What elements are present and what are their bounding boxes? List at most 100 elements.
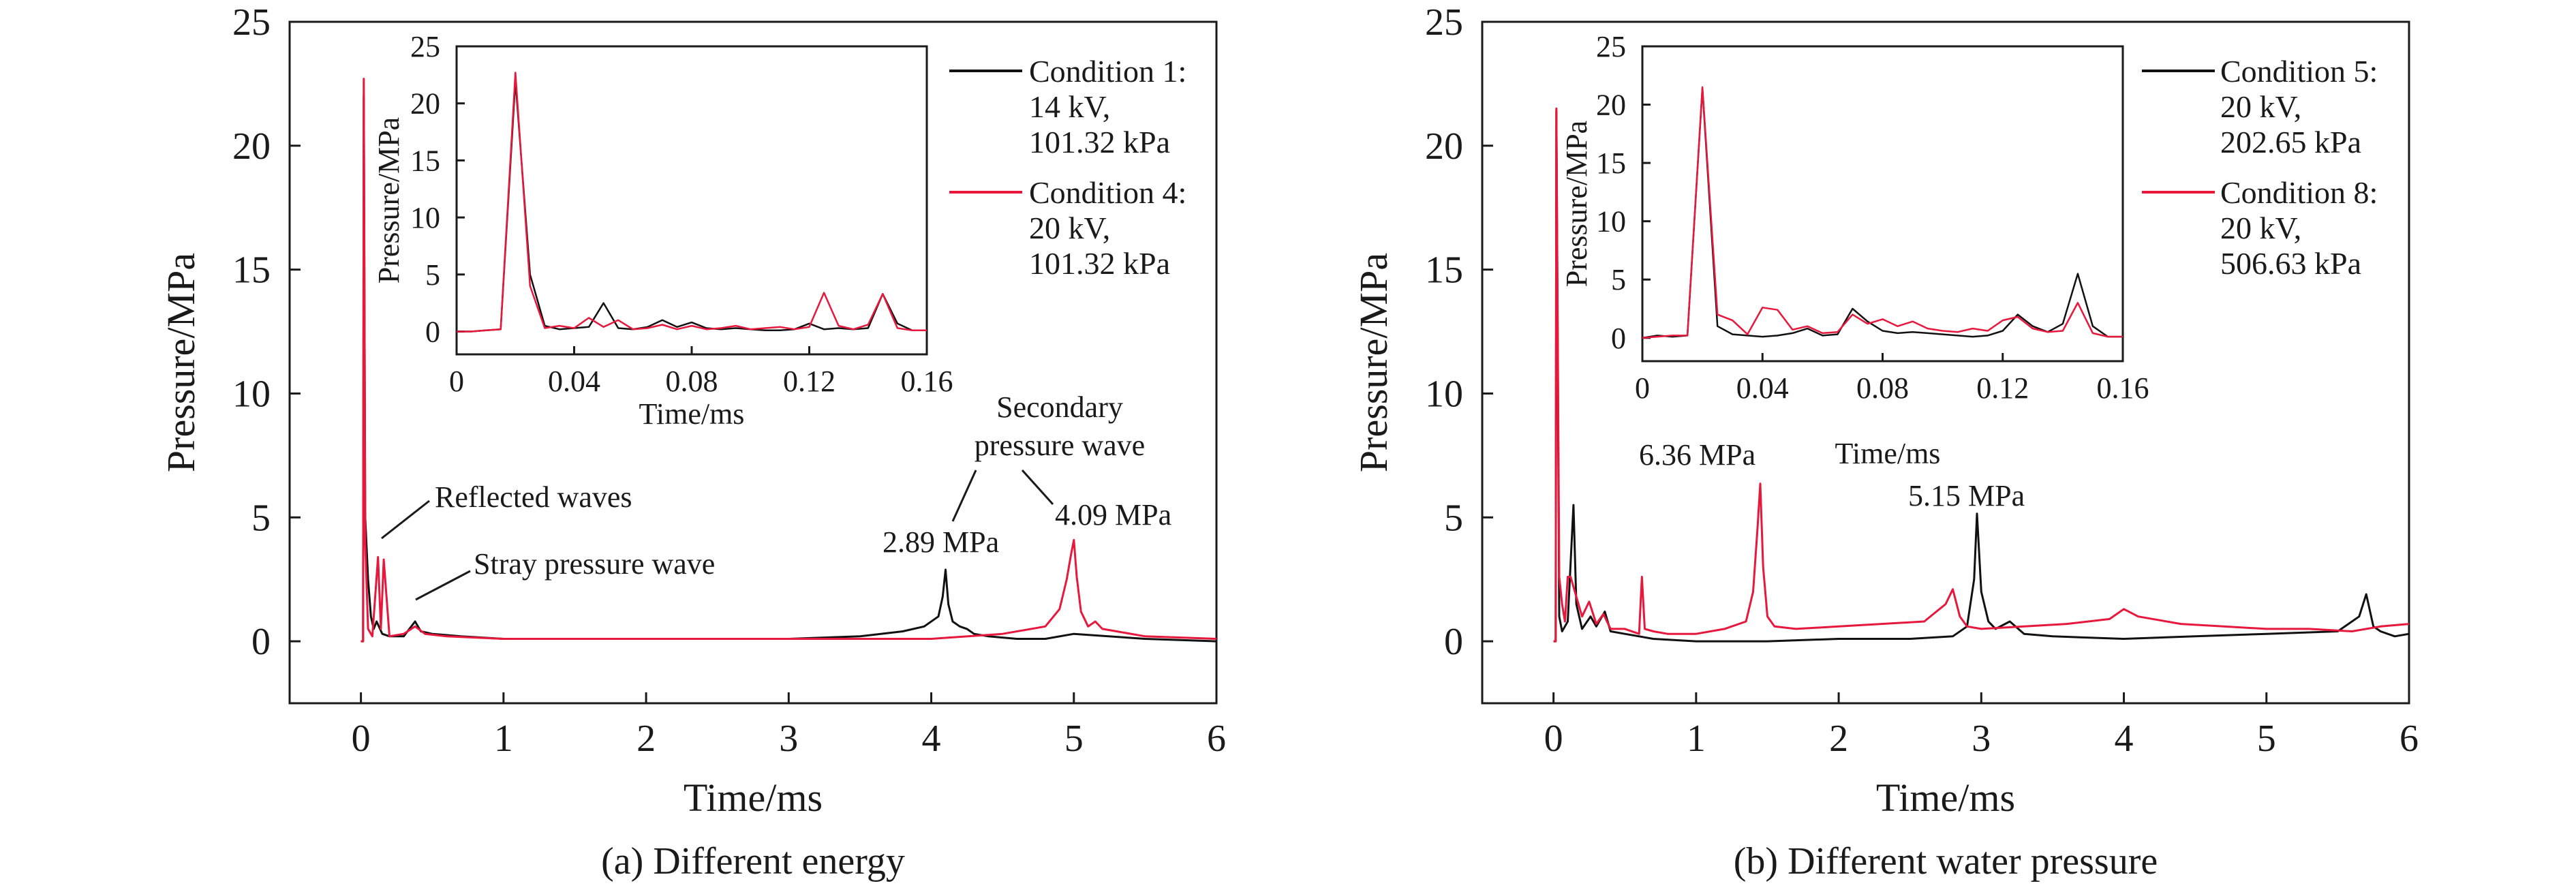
panel-a-plot-area: [361, 78, 1217, 643]
panel-a-inset-y-tick-label: 10: [410, 201, 440, 234]
annotation-6-36-mpa: 6.36 MPa: [1639, 438, 1755, 472]
panel-a-y-axis-title: Pressure/MPa: [159, 253, 203, 472]
legend-label-condition-8-line-2: 20 kV,: [2220, 211, 2301, 245]
annotation-reflected-waves: Reflected waves: [435, 480, 632, 514]
panel-b-inset-x-tick-label: 0: [1635, 371, 1650, 405]
panel-a-x-tick-label: 4: [922, 718, 941, 760]
panel-a-inset-x-tick-label: 0.08: [666, 365, 718, 398]
panel-b-inset-y-tick-label: 10: [1596, 205, 1626, 239]
panel-a-inset-series-2-line: [457, 72, 927, 333]
panel-a-x-tick-label: 6: [1207, 718, 1226, 760]
panel-b-plot-area: [1553, 107, 2410, 643]
panel-b-inset-y-tick-label: 15: [1596, 147, 1626, 180]
legend-label-condition-1-line-1: Condition 1:: [1029, 54, 1186, 89]
panel-a-inset-y-tick-label: 25: [410, 30, 440, 63]
panel-b-inset-x-ticks: 0 0.04 0.08 0.12 0.16: [1635, 353, 2149, 405]
panel-b-legend: Condition 5: 20 kV, 202.65 kPa Condition…: [2142, 54, 2378, 281]
legend-label-condition-1-line-3: 101.32 kPa: [1029, 125, 1170, 159]
panel-b-y-tick-label: 25: [1425, 1, 1463, 44]
stray-pressure-wave-leader: [415, 570, 471, 601]
panel-b-y-tick-label: 15: [1425, 249, 1463, 292]
panel-a-y-tick-label: 5: [251, 497, 271, 539]
panel-b-annotations: 6.36 MPa 5.15 MPa: [1639, 438, 2025, 512]
panel-b-inset-x-tick-label: 0.12: [1976, 371, 2029, 405]
panel-b-inset-x-axis-title: Time/ms: [1835, 437, 1941, 470]
secondary-wave-leader-left: [951, 470, 977, 522]
panel-a-x-tick-label: 0: [352, 718, 371, 760]
panel-a-inset-y-tick-label: 15: [410, 144, 440, 177]
panel-b-y-ticks: 0 5 10 15 20 25: [1425, 1, 1493, 663]
panel-a-frame: [288, 20, 1218, 705]
panel-a-x-tick-label: 2: [637, 718, 656, 760]
annotation-secondary-line-2: pressure wave: [975, 429, 1145, 462]
annotation-4-09-mpa: 4.09 MPa: [1055, 498, 1171, 532]
panel-b-series-2-line: [1553, 107, 2410, 643]
panel-a-x-tick-label: 1: [494, 718, 513, 760]
panel-b-x-tick-label: 1: [1687, 718, 1706, 760]
panel-b-x-axis-title: Time/ms: [1876, 775, 2015, 820]
legend-label-condition-4-line-2: 20 kV,: [1029, 211, 1110, 245]
panel-a-inset-x-tick-label: 0.12: [783, 365, 835, 398]
panel-a-inset-y-tick-label: 0: [425, 316, 440, 349]
panel-b-inset-y-ticks: 0 5 10 15 20 25: [1596, 30, 1651, 355]
panel-a-inset-y-tick-label: 20: [410, 87, 440, 121]
panel-b-inset-series-2-line: [1642, 86, 2123, 339]
panel-a-annotations: Reflected waves Stray pressure wave 2.89…: [381, 390, 1171, 601]
panel-b-inset: 0 0.04 0.08 0.12 0.16 0 5 10 15 20 25 Time/ms Pre…: [1560, 30, 2149, 470]
annotation-stray-pressure-wave: Stray pressure wave: [474, 547, 715, 581]
panel-b-y-tick-label: 5: [1444, 497, 1463, 539]
panel-a-inset-x-tick-label: 0: [449, 365, 464, 398]
legend-label-condition-5-line-3: 202.65 kPa: [2220, 125, 2361, 159]
panel-b-y-axis-title: Pressure/MPa: [1351, 253, 1396, 472]
legend-label-condition-5-line-1: Condition 5:: [2220, 54, 2378, 89]
panel-a-caption: (a) Different energy: [601, 840, 905, 882]
panel-b-series-1-line: [1553, 110, 2410, 643]
panel-a-inset-x-tick-label: 0.04: [548, 365, 600, 398]
panel-a-inset-series-1-line: [457, 79, 927, 333]
panel-a-x-tick-label: 5: [1064, 718, 1084, 760]
panel-a-inset-y-ticks: 0 5 10 15 20 25: [410, 30, 465, 349]
panel-a-inset-plot-area: [457, 72, 927, 333]
panel-b-y-tick-label: 0: [1444, 621, 1463, 663]
panel-b-x-tick-label: 2: [1829, 718, 1848, 760]
panel-b-x-tick-label: 5: [2257, 718, 2276, 760]
panel-b-inset-y-tick-label: 20: [1596, 89, 1626, 122]
panel-a-y-tick-label: 20: [232, 125, 271, 168]
panel-b-x-tick-label: 0: [1544, 718, 1563, 760]
panel-b-x-tick-label: 6: [2399, 718, 2419, 760]
panel-b-x-tick-label: 3: [1972, 718, 1991, 760]
reflected-waves-leader: [381, 499, 430, 540]
panel-a-series-2-line: [361, 78, 1217, 643]
panel-b-caption: (b) Different water pressure: [1734, 840, 2158, 882]
panel-b-inset-y-tick-label: 0: [1611, 322, 1626, 355]
legend-label-condition-1-line-2: 14 kV,: [1029, 89, 1110, 124]
panel-a-inset-y-axis-title: Pressure/MPa: [372, 117, 405, 283]
panel-b-x-ticks: 0 1 2 3 4 5 6: [1544, 692, 2419, 760]
panel-a-inset-x-axis-title: Time/ms: [639, 397, 745, 431]
panel-a-y-tick-label: 0: [251, 621, 271, 663]
panel-b-inset-x-tick-label: 0.16: [2097, 371, 2149, 405]
panel-b-inset-y-tick-label: 5: [1611, 263, 1626, 296]
panel-a-y-tick-label: 10: [232, 373, 271, 415]
panel-a-y-ticks: 0 5 10 15 20 25: [232, 1, 301, 663]
panel-b-x-tick-label: 4: [2115, 718, 2134, 760]
panel-b-inset-series-1-line: [1642, 87, 2123, 339]
panel-a-x-axis-title: Time/ms: [684, 775, 823, 820]
annotation-2-89-mpa: 2.89 MPa: [883, 525, 999, 559]
legend-label-condition-4-line-3: 101.32 kPa: [1029, 246, 1170, 281]
legend-label-condition-4-line-1: Condition 4:: [1029, 175, 1186, 210]
panel-a-inset: 0 0.04 0.08 0.12 0.16 0 5 10 15 20 25 Time/ms Pre…: [372, 30, 953, 431]
annotation-secondary-line-1: Secondary: [996, 390, 1123, 424]
panel-b-y-tick-label: 20: [1425, 125, 1463, 168]
panel-b-inset-x-tick-label: 0.04: [1736, 371, 1789, 405]
panel-b-inset-x-tick-label: 0.08: [1856, 371, 1909, 405]
panel-a-x-tick-label: 3: [779, 718, 798, 760]
panel-a-y-tick-label: 25: [232, 1, 271, 44]
panel-b-y-tick-label: 10: [1425, 373, 1463, 415]
legend-label-condition-8-line-3: 506.63 kPa: [2220, 246, 2361, 281]
panel-a-x-ticks: 0 1 2 3 4 5 6: [352, 692, 1226, 760]
panel-b-inset-frame: [1641, 45, 2124, 363]
panel-a-inset-x-ticks: 0 0.04 0.08 0.12 0.16: [449, 346, 953, 398]
